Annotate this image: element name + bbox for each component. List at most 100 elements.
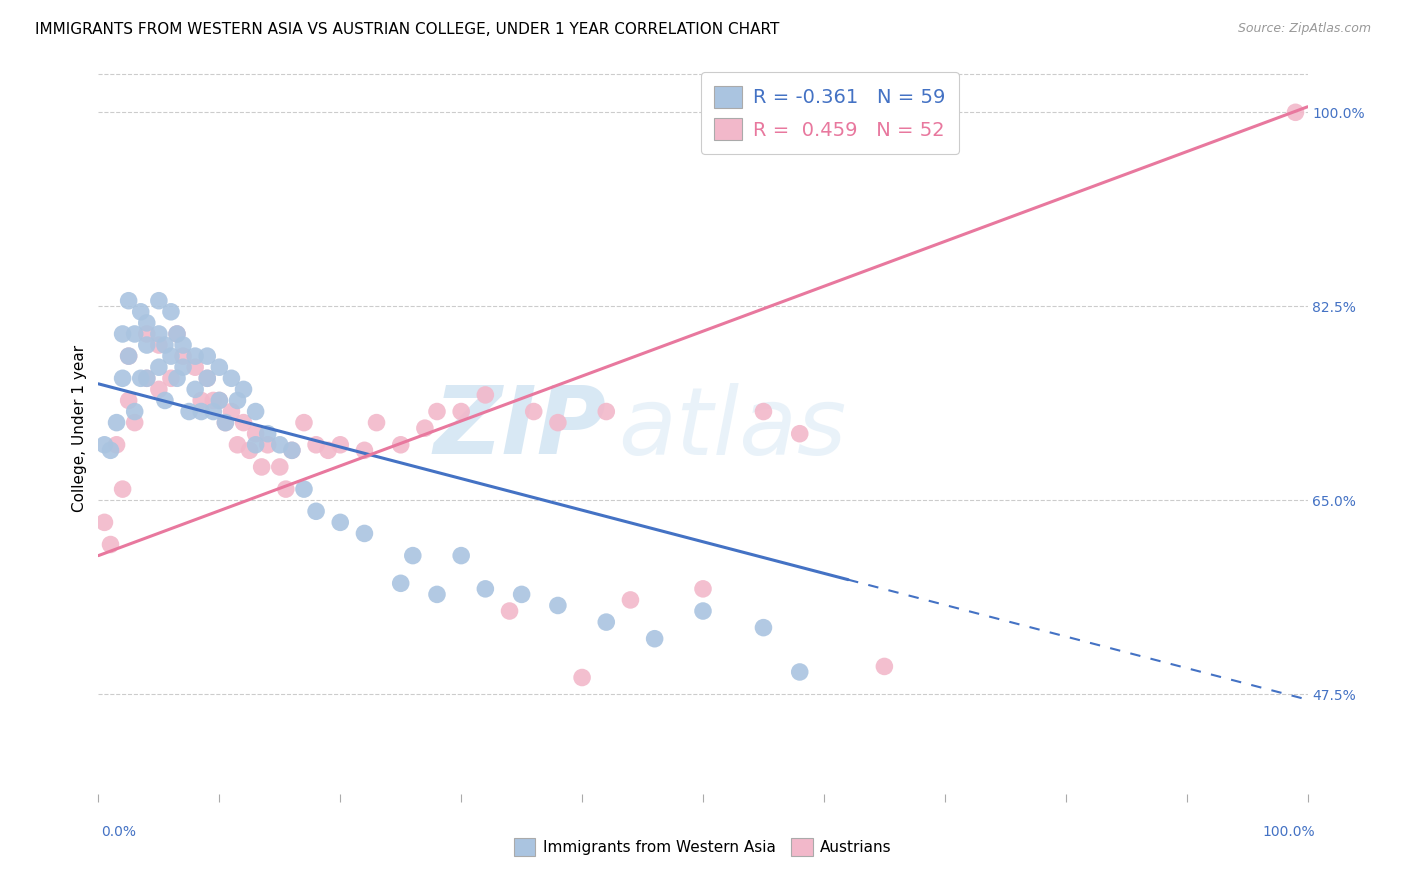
Point bbox=[135, 371, 157, 385]
Point bbox=[148, 293, 170, 308]
Point bbox=[124, 404, 146, 418]
Point bbox=[129, 371, 152, 385]
Point bbox=[274, 482, 297, 496]
Point bbox=[353, 443, 375, 458]
Point bbox=[202, 404, 225, 418]
Point bbox=[153, 393, 176, 408]
Point bbox=[329, 516, 352, 530]
Point bbox=[239, 443, 262, 458]
Text: IMMIGRANTS FROM WESTERN ASIA VS AUSTRIAN COLLEGE, UNDER 1 YEAR CORRELATION CHART: IMMIGRANTS FROM WESTERN ASIA VS AUSTRIAN… bbox=[35, 22, 779, 37]
Point bbox=[402, 549, 425, 563]
Point bbox=[190, 393, 212, 408]
Point bbox=[226, 438, 249, 452]
Point bbox=[118, 393, 141, 408]
Point bbox=[269, 438, 291, 452]
Point bbox=[184, 360, 207, 375]
Point bbox=[426, 404, 449, 418]
Point bbox=[366, 416, 388, 430]
Point bbox=[172, 338, 194, 352]
Point bbox=[245, 426, 267, 441]
Point bbox=[179, 404, 201, 418]
Point bbox=[214, 416, 236, 430]
Point bbox=[232, 383, 254, 397]
Point bbox=[148, 383, 170, 397]
Point bbox=[1284, 105, 1306, 120]
Point bbox=[498, 604, 520, 618]
Point bbox=[353, 526, 375, 541]
Point bbox=[118, 349, 141, 363]
Point bbox=[172, 360, 194, 375]
Point bbox=[250, 459, 273, 474]
Point bbox=[523, 404, 546, 418]
Point bbox=[292, 482, 315, 496]
Point bbox=[124, 326, 146, 341]
Point bbox=[166, 326, 188, 341]
Point bbox=[153, 338, 176, 352]
Point bbox=[118, 349, 141, 363]
Point bbox=[184, 349, 207, 363]
Point bbox=[135, 371, 157, 385]
Point bbox=[692, 582, 714, 596]
Legend: Immigrants from Western Asia, Austrians: Immigrants from Western Asia, Austrians bbox=[508, 832, 898, 862]
Point bbox=[595, 615, 617, 629]
Point bbox=[148, 338, 170, 352]
Point bbox=[245, 438, 267, 452]
Point bbox=[232, 416, 254, 430]
Point bbox=[256, 426, 278, 441]
Text: 0.0%: 0.0% bbox=[101, 825, 136, 839]
Point bbox=[245, 404, 267, 418]
Point bbox=[111, 326, 134, 341]
Point bbox=[426, 587, 449, 601]
Point bbox=[148, 326, 170, 341]
Text: Source: ZipAtlas.com: Source: ZipAtlas.com bbox=[1237, 22, 1371, 36]
Point bbox=[135, 338, 157, 352]
Text: ZIP: ZIP bbox=[433, 382, 606, 475]
Point bbox=[93, 516, 115, 530]
Point bbox=[644, 632, 666, 646]
Point bbox=[221, 404, 243, 418]
Point bbox=[202, 393, 225, 408]
Point bbox=[752, 404, 775, 418]
Point bbox=[316, 443, 339, 458]
Point bbox=[208, 393, 231, 408]
Point bbox=[221, 371, 243, 385]
Point bbox=[105, 416, 128, 430]
Point bbox=[789, 426, 811, 441]
Point bbox=[166, 371, 188, 385]
Point bbox=[226, 393, 249, 408]
Point bbox=[129, 305, 152, 319]
Point bbox=[195, 371, 218, 385]
Point bbox=[450, 404, 472, 418]
Point bbox=[389, 576, 412, 591]
Point bbox=[619, 593, 641, 607]
Point bbox=[789, 665, 811, 679]
Point bbox=[329, 438, 352, 452]
Point bbox=[873, 659, 896, 673]
Point bbox=[256, 438, 278, 452]
Point bbox=[160, 305, 183, 319]
Point bbox=[547, 416, 569, 430]
Point bbox=[281, 443, 304, 458]
Point bbox=[124, 416, 146, 430]
Point bbox=[450, 549, 472, 563]
Point bbox=[413, 421, 436, 435]
Point bbox=[135, 326, 157, 341]
Point bbox=[118, 293, 141, 308]
Point bbox=[190, 404, 212, 418]
Point bbox=[160, 371, 183, 385]
Point bbox=[148, 360, 170, 375]
Point bbox=[208, 393, 231, 408]
Point bbox=[195, 349, 218, 363]
Text: atlas: atlas bbox=[619, 383, 846, 474]
Text: 100.0%: 100.0% bbox=[1263, 825, 1315, 839]
Point bbox=[105, 438, 128, 452]
Point bbox=[474, 582, 496, 596]
Point bbox=[195, 371, 218, 385]
Point bbox=[305, 438, 328, 452]
Point bbox=[111, 482, 134, 496]
Legend: R = -0.361   N = 59, R =  0.459   N = 52: R = -0.361 N = 59, R = 0.459 N = 52 bbox=[700, 72, 959, 154]
Point bbox=[111, 371, 134, 385]
Point bbox=[93, 438, 115, 452]
Point bbox=[474, 388, 496, 402]
Point bbox=[208, 360, 231, 375]
